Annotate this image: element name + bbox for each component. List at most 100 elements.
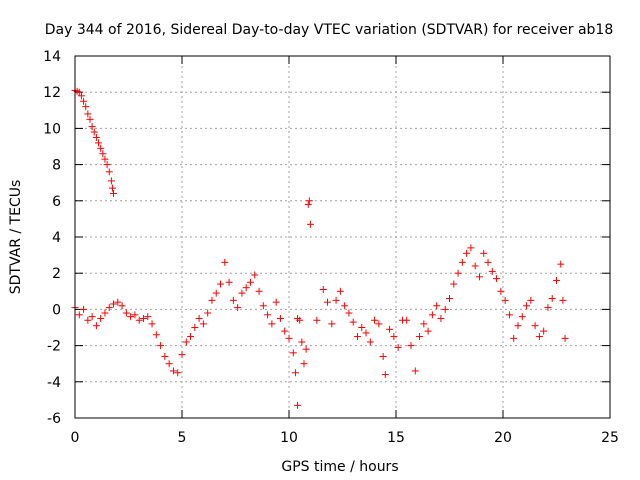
data-point (84, 110, 92, 118)
y-axis-label: SDTVAR / TECUs (8, 180, 24, 295)
data-point (272, 298, 280, 306)
y-tick-label: 10 (43, 121, 61, 137)
data-point (118, 302, 126, 310)
data-point (411, 367, 419, 375)
x-tick-label: 10 (280, 430, 298, 446)
y-tick-label: 4 (52, 230, 61, 246)
data-point (75, 311, 83, 319)
data-point (144, 313, 152, 321)
data-point (433, 302, 441, 310)
data-point (518, 313, 526, 321)
data-point (328, 320, 336, 328)
data-point (458, 258, 466, 266)
data-point (341, 302, 349, 310)
x-tick-label: 5 (178, 430, 187, 446)
data-point (379, 352, 387, 360)
data-point (80, 305, 88, 313)
data-point (294, 401, 302, 409)
data-point (88, 313, 96, 321)
data-point (208, 296, 216, 304)
data-point (416, 333, 424, 341)
data-point (199, 320, 207, 328)
data-point (122, 309, 130, 317)
data-point (557, 260, 565, 268)
data-point (540, 327, 548, 335)
data-point (90, 128, 98, 136)
data-point (390, 333, 398, 341)
data-point (80, 97, 88, 105)
data-point (229, 296, 237, 304)
axis-ticks: 0 5 10 15 20 25 -6 -4 -2 0 2 4 6 8 10 12 14 (43, 49, 619, 446)
data-point (148, 320, 156, 328)
data-point (553, 276, 560, 284)
chart-title: Day 344 of 2016, Sidereal Day-to-day VTE… (45, 22, 614, 38)
data-point (212, 289, 220, 297)
data-point (313, 316, 321, 324)
data-point (135, 316, 143, 324)
data-point (97, 144, 105, 152)
data-point (92, 322, 100, 330)
data-point (488, 267, 496, 275)
data-point (353, 333, 361, 341)
data-point (463, 249, 471, 257)
y-tick-label: 0 (52, 302, 61, 318)
data-point (108, 184, 116, 192)
data-point (225, 278, 233, 286)
data-point (77, 92, 85, 100)
data-point (454, 269, 462, 277)
data-point (514, 322, 522, 330)
data-point (535, 333, 543, 341)
data-point (493, 275, 501, 283)
data-point (217, 280, 225, 288)
data-point (152, 331, 160, 339)
y-tick-label: 14 (43, 49, 61, 65)
data-point (289, 349, 297, 357)
y-tick-label: 6 (52, 194, 61, 210)
data-point (246, 278, 254, 286)
data-point (531, 322, 539, 330)
data-point (88, 123, 96, 131)
y-tick-label: -2 (47, 339, 61, 355)
data-point (95, 139, 103, 147)
data-point (161, 352, 169, 360)
data-point (165, 360, 173, 368)
data-point (195, 314, 203, 322)
data-point (319, 285, 327, 293)
data-point (437, 314, 445, 322)
x-tick-label: 0 (71, 430, 80, 446)
data-point (103, 161, 111, 169)
data-point (371, 316, 379, 324)
data-point (105, 168, 113, 176)
data-point (174, 369, 182, 377)
data-point (424, 327, 432, 335)
data-point (324, 298, 332, 306)
data-point (450, 280, 458, 288)
x-axis-label: GPS time / hours (281, 459, 398, 475)
data-point (97, 314, 105, 322)
data-point (407, 342, 415, 350)
data-point (101, 155, 109, 163)
plot-frame (74, 55, 611, 419)
data-point (394, 343, 402, 351)
data-point (300, 360, 308, 368)
x-tick-label: 25 (601, 430, 619, 446)
data-point (375, 320, 383, 328)
data-point (381, 371, 389, 379)
data-point (238, 289, 246, 297)
data-point (114, 298, 122, 306)
data-point (242, 284, 250, 292)
data-point (182, 338, 190, 346)
data-point (84, 316, 92, 324)
data-point (281, 327, 289, 335)
data-point (306, 220, 314, 228)
data-point (285, 334, 293, 342)
data-point (527, 296, 535, 304)
data-point (157, 342, 165, 350)
y-tick-label: 8 (52, 158, 61, 174)
data-point (131, 311, 139, 319)
data-point (204, 309, 212, 317)
data-point (305, 197, 313, 205)
data-point (127, 313, 135, 321)
data-point (139, 314, 147, 322)
